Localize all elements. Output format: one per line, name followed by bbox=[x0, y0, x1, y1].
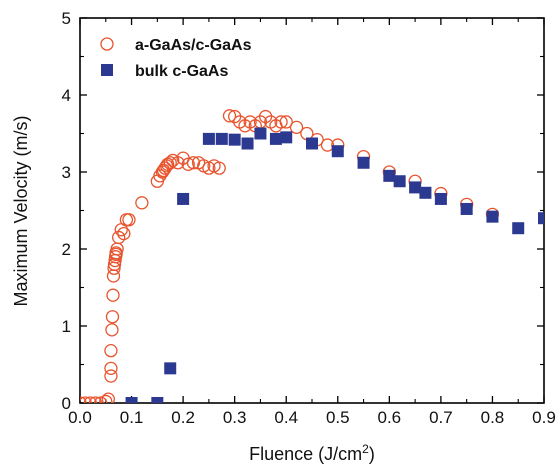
data-point-series-1 bbox=[419, 186, 432, 199]
x-axis-title-suffix: ) bbox=[369, 444, 375, 464]
data-point-series-1 bbox=[151, 397, 164, 403]
data-point-series-1 bbox=[393, 175, 406, 188]
data-point-series-0 bbox=[105, 310, 120, 324]
data-point-series-1 bbox=[228, 133, 241, 146]
y-tick-label: 5 bbox=[62, 9, 71, 28]
y-tick-label: 3 bbox=[62, 163, 71, 182]
data-point-series-1 bbox=[241, 137, 254, 150]
data-point-series-0 bbox=[135, 196, 149, 210]
data-point-series-0 bbox=[117, 226, 131, 241]
x-tick-label: 0.5 bbox=[326, 408, 350, 427]
x-tick-label: 0.8 bbox=[481, 408, 505, 427]
y-tick-labels: 0 1 2 3 4 5 bbox=[62, 9, 71, 413]
data-point-series-0 bbox=[83, 396, 97, 403]
x-axis-title-text: Fluence (J/cm bbox=[249, 444, 362, 464]
data-point-series-0 bbox=[279, 115, 293, 129]
x-tick-label: 0.3 bbox=[223, 408, 247, 427]
data-point-series-0 bbox=[88, 396, 103, 403]
x-tick-label: 0.4 bbox=[274, 408, 298, 427]
y-axis-title: Maximum Velocity (m/s) bbox=[11, 115, 31, 306]
data-point-series-0 bbox=[222, 109, 237, 123]
data-point-series-0 bbox=[186, 156, 201, 170]
data-point-series-0 bbox=[122, 213, 136, 227]
data-point-series-0 bbox=[104, 369, 118, 383]
data-points bbox=[80, 109, 544, 403]
data-point-series-1 bbox=[460, 202, 473, 215]
y-tick-label: 4 bbox=[62, 86, 71, 105]
legend-marker-series-0 bbox=[100, 37, 114, 51]
data-point-series-0 bbox=[181, 157, 195, 171]
y-tick-label: 2 bbox=[62, 240, 71, 259]
data-point-series-1 bbox=[538, 212, 544, 225]
data-point-series-0 bbox=[320, 138, 335, 152]
data-point-series-0 bbox=[105, 323, 119, 337]
x-tick-label: 0.1 bbox=[120, 408, 144, 427]
x-tick-label: 0.7 bbox=[429, 408, 453, 427]
data-point-series-1 bbox=[486, 210, 499, 223]
data-point-series-0 bbox=[99, 394, 113, 403]
data-point-series-1 bbox=[280, 131, 293, 144]
data-point-series-0 bbox=[171, 156, 185, 170]
x-tick-label: 0.9 bbox=[532, 408, 556, 427]
x-tick-labels: 0.0 0.1 0.2 0.3 0.4 0.5 0.6 0.7 0.8 0.9 bbox=[68, 408, 556, 427]
data-point-series-1 bbox=[269, 132, 282, 145]
legend: a-GaAs/c-GaAs bulk c-GaAs bbox=[100, 37, 252, 80]
data-point-series-1 bbox=[409, 181, 422, 194]
data-point-series-1 bbox=[177, 192, 190, 205]
x-axis-title: Fluence (J/cm2) bbox=[249, 442, 375, 464]
legend-label-series-0: a-GaAs/c-GaAs bbox=[135, 37, 252, 54]
y-tick-label: 1 bbox=[62, 317, 71, 336]
data-point-series-1 bbox=[357, 156, 370, 169]
x-axis-title-sup: 2 bbox=[362, 442, 369, 456]
data-point-series-1 bbox=[512, 222, 525, 235]
data-point-series-0 bbox=[104, 361, 118, 376]
data-point-series-0 bbox=[93, 396, 108, 403]
x-tick-label: 0.0 bbox=[68, 408, 92, 427]
data-point-series-1 bbox=[306, 137, 318, 150]
data-point-series-1 bbox=[434, 192, 447, 205]
data-point-series-1 bbox=[254, 127, 267, 140]
x-tick-label: 0.6 bbox=[378, 408, 402, 427]
data-point-series-0 bbox=[163, 156, 177, 170]
data-point-series-1 bbox=[164, 362, 177, 375]
data-point-series-0 bbox=[289, 120, 304, 134]
data-point-series-1 bbox=[125, 397, 138, 403]
data-point-series-0 bbox=[212, 161, 226, 175]
y-tick-label: 0 bbox=[62, 394, 71, 413]
legend-label-series-1: bulk c-GaAs bbox=[135, 63, 228, 80]
x-tick-label: 0.2 bbox=[171, 408, 195, 427]
data-point-series-0 bbox=[274, 115, 288, 129]
data-point-series-0 bbox=[80, 396, 92, 403]
data-point-series-0 bbox=[101, 392, 116, 403]
data-point-series-1 bbox=[331, 145, 344, 158]
data-point-series-1 bbox=[215, 132, 228, 145]
data-point-series-1 bbox=[202, 132, 215, 145]
axis-ticks bbox=[79, 17, 545, 404]
data-point-series-0 bbox=[119, 213, 134, 227]
data-point-series-0 bbox=[104, 343, 118, 358]
data-point-series-1 bbox=[383, 169, 396, 182]
legend-marker-series-1 bbox=[101, 64, 113, 76]
data-point-series-0 bbox=[106, 288, 120, 302]
